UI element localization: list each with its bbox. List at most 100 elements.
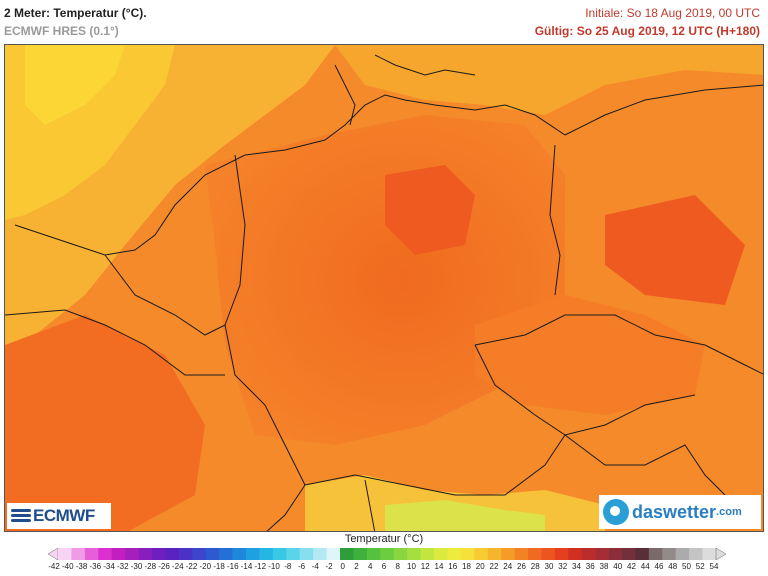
legend-tick: -16 xyxy=(226,562,239,571)
temperature-map[interactable]: ECMWF daswetter .com xyxy=(4,44,764,532)
legend-tick: 4 xyxy=(368,562,373,571)
legend-tick: 22 xyxy=(489,562,499,571)
legend-swatch xyxy=(447,548,462,560)
hot-spot-north xyxy=(385,165,475,255)
legend-tick: 34 xyxy=(572,562,581,571)
legend-tick: -40 xyxy=(61,562,74,571)
legend-tick: -14 xyxy=(240,562,253,571)
legend-tick: -36 xyxy=(89,562,102,571)
legend-tick: -12 xyxy=(254,562,267,571)
borders xyxy=(5,54,763,531)
legend-tick: 50 xyxy=(682,562,691,571)
coolest-zone xyxy=(25,45,125,125)
legend-tick: -10 xyxy=(268,562,280,571)
legend-swatch xyxy=(313,548,327,560)
legend-tick: 30 xyxy=(544,562,554,571)
legend-swatch xyxy=(689,548,703,560)
legend-swatch xyxy=(353,548,368,560)
legend-swatch xyxy=(393,548,408,560)
legend-tick: 18 xyxy=(462,562,471,571)
header-left: 2 Meter: Temperatur (°C). ECMWF HRES (0.… xyxy=(4,6,147,39)
legend-title: Temperatur (°C) xyxy=(344,533,424,545)
daswetter-logo-text: daswetter xyxy=(632,501,717,522)
legend-swatch xyxy=(192,548,207,560)
hot-spot-east xyxy=(605,195,745,305)
legend-arrow-low xyxy=(48,548,59,560)
baltic-zone xyxy=(335,45,763,115)
legend-swatch xyxy=(246,548,260,560)
legend-swatch xyxy=(299,548,314,560)
legend-tick: -22 xyxy=(185,562,198,571)
ecmwf-logo: ECMWF xyxy=(7,503,111,529)
legend-bar xyxy=(48,548,726,560)
legend-tick: 36 xyxy=(585,562,595,571)
legend-tick: 46 xyxy=(654,562,664,571)
legend-swatch xyxy=(380,548,395,560)
legend-tick: -2 xyxy=(325,562,333,571)
legend-swatch xyxy=(474,548,489,560)
legend-swatch xyxy=(286,548,301,560)
legend-tick: -8 xyxy=(284,562,292,571)
legend-tick: 10 xyxy=(407,562,416,571)
legend-swatch xyxy=(125,548,139,560)
legend-swatch xyxy=(581,548,596,560)
daswetter-logo-suffix: .com xyxy=(716,506,742,518)
legend-swatch xyxy=(702,548,717,560)
legend-swatch xyxy=(366,548,381,560)
legend-tick: 54 xyxy=(709,562,719,571)
legend-swatch xyxy=(662,548,677,560)
legend-swatch xyxy=(528,548,542,560)
legend-swatch xyxy=(58,548,72,560)
legend-swatch xyxy=(608,548,623,560)
map-canvas xyxy=(5,45,763,531)
ecmwf-logo-icon xyxy=(11,508,31,524)
legend-tick: -34 xyxy=(103,562,115,571)
legend-swatch xyxy=(219,548,233,560)
hot-zone-west xyxy=(5,315,205,531)
legend-swatch xyxy=(568,548,583,560)
legend-swatch xyxy=(501,548,515,560)
legend-swatch xyxy=(648,548,663,560)
legend-tick: 14 xyxy=(434,562,444,571)
initial-time: Initiale: So 18 Aug 2019, 00 UTC xyxy=(585,6,760,20)
legend-tick: 0 xyxy=(340,562,345,571)
ecmwf-logo-text: ECMWF xyxy=(33,506,95,525)
legend-tick: 26 xyxy=(517,562,526,571)
legend-swatch xyxy=(326,548,341,560)
legend-tick-labels: -42 -40 -38 -36 -34 -32 -30 -28 -26 -24 -22 -20 -18-… xyxy=(48,562,718,574)
legend-tick: 6 xyxy=(381,562,387,571)
legend-tick: 8 xyxy=(395,562,400,571)
legend-tick: -18 xyxy=(213,562,225,571)
legend-swatch xyxy=(487,548,502,560)
legend-swatch xyxy=(675,548,690,560)
legend-tick: 44 xyxy=(640,562,650,571)
legend-swatch xyxy=(205,548,220,560)
legend-swatch xyxy=(407,548,421,560)
legend-swatch xyxy=(460,548,475,560)
legend-swatch xyxy=(98,548,113,560)
legend-tick: -42 xyxy=(48,562,60,571)
legend-swatch xyxy=(595,548,609,560)
daswetter-logo-icon xyxy=(603,499,629,525)
legend-swatch xyxy=(232,548,247,560)
legend-tick: -20 xyxy=(199,562,212,571)
legend-tick: -32 xyxy=(116,562,129,571)
legend-tick: 12 xyxy=(420,562,430,571)
legend-swatch xyxy=(514,548,529,560)
valid-time: Gültig: So 25 Aug 2019, 12 UTC (H+180) xyxy=(534,24,760,38)
legend-tick: 38 xyxy=(599,562,609,571)
legend-tick: 52 xyxy=(695,562,705,571)
legend-swatch xyxy=(434,548,448,560)
legend-tick: 24 xyxy=(503,562,513,571)
legend-tick: 2 xyxy=(354,562,359,571)
legend-tick: -38 xyxy=(75,562,88,571)
bohemia-zone xyxy=(475,295,705,415)
color-legend xyxy=(48,548,726,560)
legend-tick: -28 xyxy=(144,562,157,571)
legend-swatch xyxy=(84,548,99,560)
daswetter-logo[interactable]: daswetter .com xyxy=(599,495,761,529)
legend-tick: -4 xyxy=(311,562,319,571)
model-label: ECMWF HRES (0.1°) xyxy=(4,24,119,38)
legend-tick: 16 xyxy=(448,562,458,571)
legend-swatch xyxy=(165,548,180,560)
